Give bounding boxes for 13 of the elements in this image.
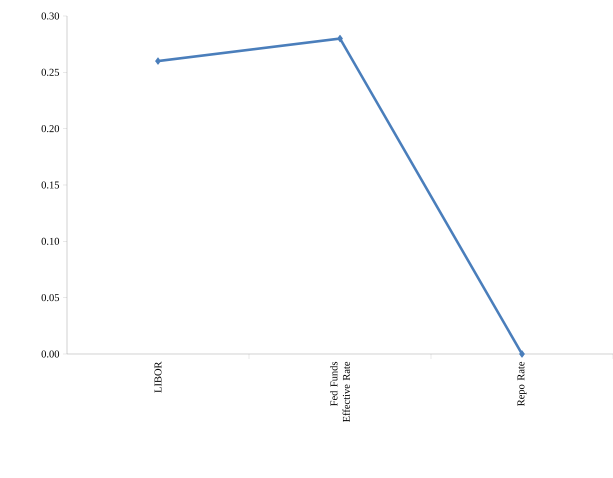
x-tick-label: Fed Funds Effective Rate bbox=[330, 362, 350, 422]
point bbox=[519, 350, 525, 358]
y-tick-label: 0.00 bbox=[42, 350, 60, 358]
point bbox=[155, 57, 161, 65]
y-tick-label: 0.20 bbox=[42, 125, 60, 132]
y-tick-label: 0.05 bbox=[42, 294, 60, 302]
y-tick-label: 0.10 bbox=[42, 238, 60, 245]
x-tick-label: LIBOR bbox=[154, 362, 162, 393]
y-tick-label: 0.15 bbox=[42, 181, 60, 189]
x-tick-label: Repo Rate bbox=[517, 362, 527, 406]
y-tick-label: 0.25 bbox=[42, 68, 60, 76]
point bbox=[337, 34, 343, 42]
y-tick-label: 0.30 bbox=[42, 12, 60, 20]
